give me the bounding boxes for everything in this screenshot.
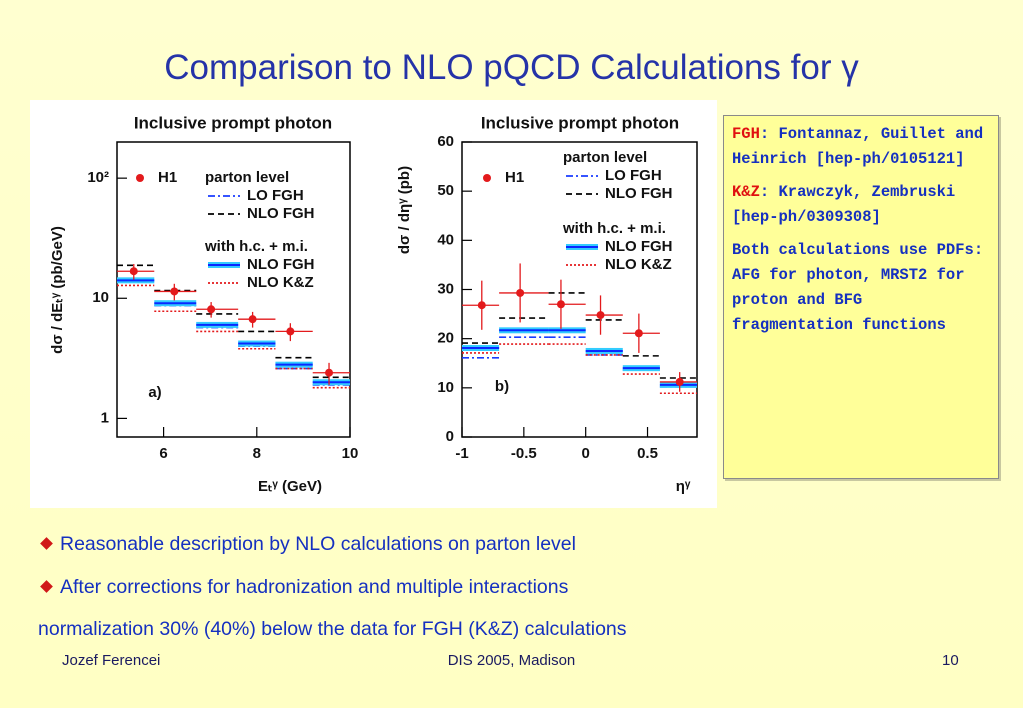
conclusion: normalization 30% (40%) below the data f… — [38, 618, 627, 640]
x-tick-label: 0.5 — [637, 445, 658, 462]
slide-title: Comparison to NLO pQCD Calculations for … — [164, 48, 859, 87]
legend-label: NLO FGH — [247, 256, 315, 273]
legend-label: NLO K&Z — [605, 256, 672, 273]
data-point — [477, 301, 486, 310]
x-tick-label: 10 — [342, 445, 359, 462]
chart-background — [30, 100, 717, 508]
y-tick-label: 0 — [446, 428, 454, 445]
y-tick-label: 10 — [437, 379, 454, 396]
legend-label: NLO K&Z — [247, 274, 314, 291]
x-tick-label: 6 — [159, 445, 167, 462]
x-axis-label: Eₜᵞ (GeV) — [258, 478, 322, 495]
panel-label: b) — [495, 378, 509, 395]
reference-text: : Krawczyk, Zembruski [hep-ph/0309308] — [732, 183, 956, 226]
footer-page: 10 — [942, 652, 959, 669]
y-tick-label: 40 — [437, 231, 454, 248]
data-point — [129, 267, 138, 276]
data-point — [556, 300, 565, 309]
x-axis-label: ηᵞ — [676, 478, 691, 495]
legend-label: LO FGH — [605, 167, 662, 184]
y-axis-label: dσ / dEₜᵞ (pb/GeV) — [49, 226, 66, 354]
data-point — [596, 311, 605, 320]
reference-text: : Fontannaz, Guillet and Heinrich [hep-p… — [732, 125, 984, 168]
chart-title: Inclusive prompt photon — [481, 113, 679, 132]
legend-label: NLO FGH — [605, 238, 673, 255]
note: Both calculations use PDFs: AFG for phot… — [732, 241, 984, 334]
data-point — [634, 329, 643, 338]
data-point — [248, 315, 257, 324]
legend-label: NLO FGH — [605, 185, 673, 202]
reference-box: FGH: Fontannaz, Guillet and Heinrich [he… — [723, 115, 999, 479]
reference: FGH: Fontannaz, Guillet and Heinrich [he… — [732, 122, 990, 172]
bullet: Reasonable description by NLO calculatio… — [38, 533, 576, 556]
plot-frame — [116, 141, 351, 438]
legend-marker — [136, 174, 144, 182]
panel-label: a) — [148, 384, 161, 401]
data-point — [286, 327, 295, 336]
bullet-icon — [40, 537, 53, 550]
footer-author: Jozef Ferencei — [62, 652, 161, 669]
bullet-text: Reasonable description by NLO calculatio… — [60, 533, 576, 555]
y-tick-label: 10 — [92, 289, 109, 306]
reference: K&Z: Krawczyk, Zembruski [hep-ph/0309308… — [732, 180, 990, 230]
bullet: After corrections for hadronization and … — [38, 576, 568, 599]
y-axis-label: dσ / dηᵞ (pb) — [396, 166, 413, 254]
data-point — [207, 305, 216, 314]
bullet-text: After corrections for hadronization and … — [60, 576, 569, 598]
y-tick-label: 60 — [437, 133, 454, 150]
chart-title: Inclusive prompt photon — [134, 113, 332, 132]
x-tick-label: -1 — [455, 445, 468, 462]
legend-label: NLO FGH — [247, 205, 315, 222]
legend-group: with h.c. + m.i. — [204, 238, 308, 255]
y-tick-label: 1 — [101, 409, 109, 426]
legend-marker — [483, 174, 491, 182]
y-tick-label: 50 — [437, 182, 454, 199]
legend-label: H1 — [158, 169, 177, 186]
legend-label: LO FGH — [247, 187, 304, 204]
data-point — [170, 287, 179, 296]
x-tick-label: -0.5 — [511, 445, 537, 462]
x-tick-label: 0 — [582, 445, 590, 462]
footer-event: DIS 2005, Madison — [447, 652, 576, 669]
data-point — [516, 288, 525, 297]
y-tick-label: 10² — [87, 169, 109, 186]
data-point — [325, 368, 334, 377]
reference-key: K&Z — [732, 183, 760, 201]
bullet-icon — [40, 580, 53, 593]
legend-group: parton level — [563, 149, 647, 166]
legend-group: with h.c. + m.i. — [562, 220, 666, 237]
legend-label: H1 — [505, 169, 524, 186]
y-tick-label: 30 — [437, 280, 454, 297]
reference-key: FGH — [732, 125, 760, 143]
x-tick-label: 8 — [253, 445, 261, 462]
data-point — [675, 377, 684, 386]
legend-group: parton level — [205, 169, 289, 186]
y-tick-label: 20 — [437, 330, 454, 347]
